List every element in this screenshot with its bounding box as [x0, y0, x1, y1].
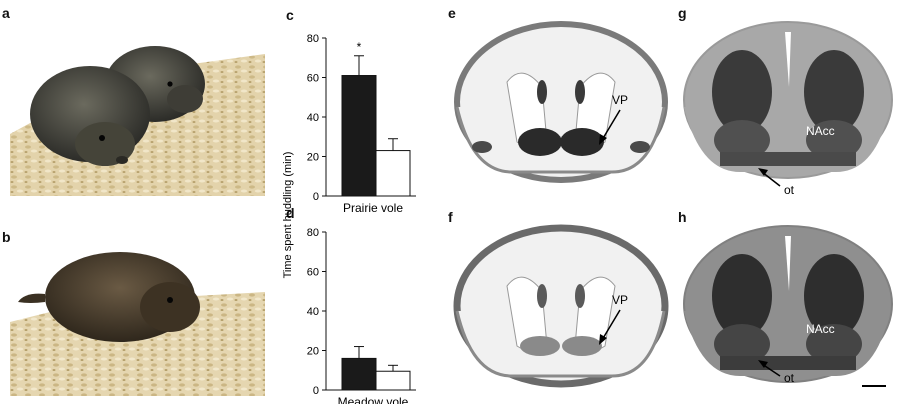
brain-section-e: VP: [454, 21, 668, 183]
bar-1: [375, 150, 411, 197]
y-tick-label: 20: [307, 346, 319, 358]
panel-letter-c: c: [286, 7, 294, 23]
panel-letter-g: g: [678, 5, 687, 21]
y-tick-label: 60: [307, 267, 319, 279]
brain-section-h: NAcc ot: [683, 225, 893, 387]
y-tick-label: 20: [307, 152, 319, 164]
chart-prairie-vole: 0 20 40 60 80 * Prairie vole: [307, 33, 416, 215]
brain-section-g: NAcc ot: [683, 21, 893, 194]
brain-section-f: VP: [453, 224, 669, 388]
arrow-vp-e: [601, 109, 621, 141]
panel-letter-a: a: [2, 5, 10, 21]
bar-1: [375, 370, 411, 391]
label-vp-e: VP: [612, 93, 628, 107]
panel-letter-d: d: [286, 205, 295, 221]
y-axis-label: Time spent huddling (min): [282, 152, 294, 279]
y-tick-label: 40: [307, 112, 319, 124]
x-axis-label: Meadow vole: [338, 395, 409, 404]
photo-meadow-vole: [10, 232, 265, 396]
panel-letter-e: e: [448, 5, 456, 21]
chart-meadow-vole: 0 20 40 60 80 Meadow vole: [307, 227, 416, 404]
significance-marker: *: [357, 40, 362, 54]
y-tick-label: 0: [313, 191, 319, 203]
y-tick-label: 80: [307, 33, 319, 45]
label-nacc-g: NAcc: [806, 124, 835, 138]
label-ot-g: ot: [784, 183, 795, 194]
arrow-vp-f: [601, 309, 621, 341]
photo-prairie-voles: [10, 14, 265, 196]
panel-letter-h: h: [678, 209, 687, 225]
y-axis-label-container: Time spent huddling (min): [282, 152, 294, 279]
y-tick-label: 0: [313, 385, 319, 397]
label-vp-f: VP: [612, 293, 628, 307]
panel-letter-b: b: [2, 229, 11, 245]
y-tick-label: 60: [307, 73, 319, 85]
bar-0: [341, 75, 377, 197]
panel-letter-f: f: [448, 209, 453, 225]
y-tick-label: 80: [307, 227, 319, 239]
label-nacc-h: NAcc: [806, 322, 835, 336]
y-tick-label: 40: [307, 306, 319, 318]
bar-0: [341, 357, 377, 391]
label-ot-h: ot: [784, 371, 795, 385]
x-axis-label: Prairie vole: [343, 201, 403, 215]
